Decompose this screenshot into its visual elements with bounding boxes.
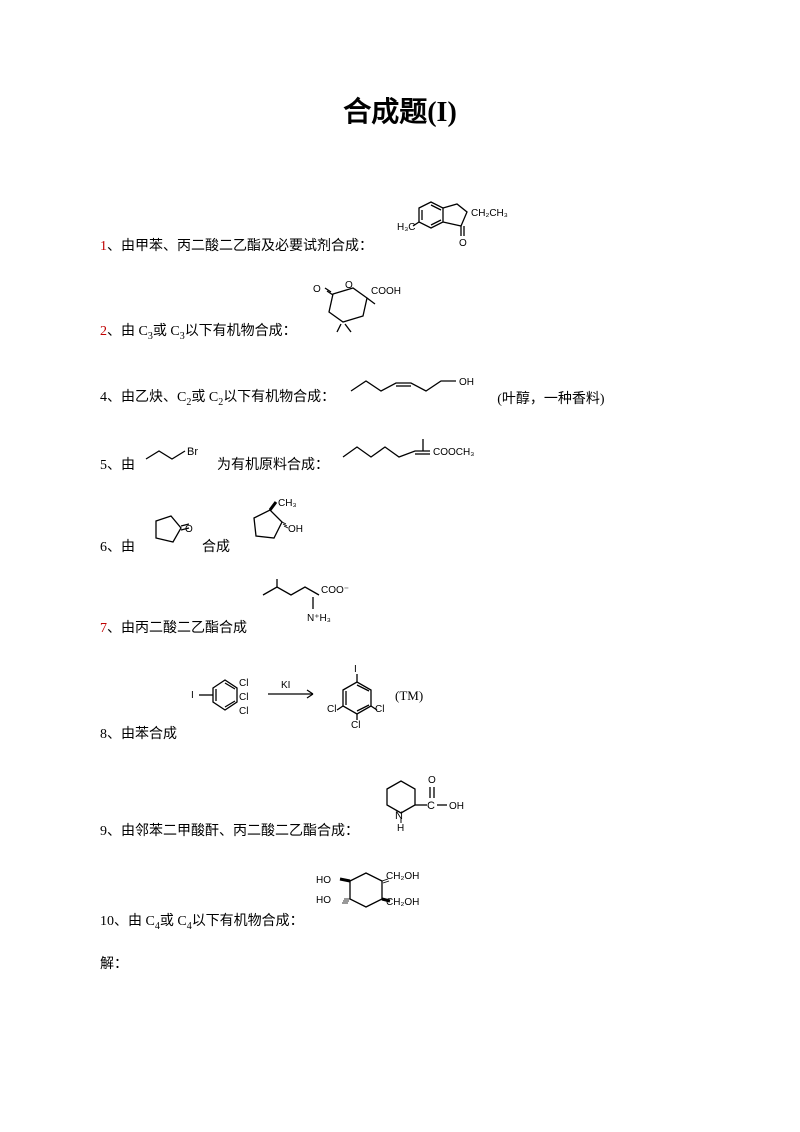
problem-9-num: 9 [100,824,107,839]
problem-6-num: 6 [100,540,107,555]
label-cl4: Cl [327,704,336,715]
label-cooch3: COOCH₃ [433,447,474,458]
problem-2-num: 2 [100,324,107,339]
label-o2: O [345,280,353,291]
label-br: Br [187,446,198,458]
label-ch3: CH₃ [278,498,297,509]
label-ho2: HO [316,895,331,906]
problem-2: 2、由 C3或 C3以下有机物合成： O O COOH [100,276,700,344]
solve-label: 解： [100,953,700,973]
page-title: 合成题(I) [100,90,700,130]
problem-6-text: 6、由 [100,537,135,559]
structure-8: I Cl Cl Cl KI I Cl Cl Cl (TM) [183,658,443,746]
label-cl1: Cl [239,678,248,689]
problem-4-tail: (叶醇，一种香料) [497,389,604,411]
problem-1: 1、由甲苯、丙二酸二乙酯及必要试剂合成： H₃C CH₂CH₃ O [100,190,700,258]
label-cl2: Cl [239,692,248,703]
problem-5-num: 5 [100,458,107,473]
problem-7-num: 7 [100,621,107,636]
problem-5-text: 5、由 [100,455,135,477]
problem-1-num: 1 [100,239,107,254]
label-nh3: N⁺H₃ [307,613,331,624]
label-ho1: HO [316,875,331,886]
problem-9: 9、由邻苯二甲酸酐、丙二酸二乙酯合成： N H C OH O [100,765,700,843]
label-o: O [428,775,436,786]
label-oh: OH [288,524,303,535]
problem-7-text: 7、由丙二酸二乙酯合成 [100,618,247,640]
problem-9-text: 9、由邻苯二甲酸酐、丙二酸二乙酯合成： [100,821,359,843]
problem-5: 5、由 Br 为有机原料合成： COOCH₃ [100,429,700,477]
structure-6a: O [141,506,196,559]
label-h3c: H₃C [397,222,416,233]
problem-6: 6、由 O 合成 CH₃ OH [100,496,700,559]
label-n: N [395,810,403,822]
label-oh: OH [449,801,464,812]
label-ki: KI [281,680,290,691]
label-cl3: Cl [239,706,248,717]
label-o: O [185,524,193,535]
problem-4: 4、由乙炔、C2或 C2以下有机物合成： OH (叶醇，一种香料) [100,363,700,411]
structure-5b: COOCH₃ [335,429,485,477]
label-ch2ch3: CH₂CH₃ [471,208,508,219]
problem-10-text: 10、由 C4或 C4以下有机物合成： [100,911,304,935]
structure-4: OH [341,363,491,411]
label-c: C [427,800,435,812]
structure-5a: Br [141,439,211,477]
structure-7: COO⁻ N⁺H₃ [253,577,363,640]
label-o1: O [313,284,321,295]
problem-4-text: 4、由乙炔、C2或 C2以下有机物合成： [100,387,335,411]
structure-1: H₃C CH₂CH₃ O [379,190,509,258]
problem-2-text: 2、由 C3或 C3以下有机物合成： [100,321,297,345]
problem-6-mid: 合成 [202,537,230,559]
problem-10: 10、由 C4或 C4以下有机物合成： HO HO CH₂OH CH₂OH [100,861,700,934]
structure-2: O O COOH [303,276,413,344]
structure-9: N H C OH O [365,765,485,843]
label-i2: I [354,664,357,675]
structure-10: HO HO CH₂OH CH₂OH [310,861,450,934]
problem-5-mid: 为有机原料合成： [217,455,329,477]
label-o: O [459,238,467,249]
label-i1: I [191,690,194,701]
label-oh: OH [459,377,474,388]
label-tm: (TM) [395,688,423,703]
problem-1-text: 1、由甲苯、丙二酸二乙酯及必要试剂合成： [100,236,373,258]
problem-8: 8、由苯合成 I Cl Cl Cl KI I [100,658,700,746]
label-ch2oh2: CH₂OH [386,897,419,908]
problem-10-num: 10 [100,914,114,929]
label-ch2oh1: CH₂OH [386,871,419,882]
problem-8-text: 8、由苯合成 [100,724,177,746]
label-cl6: Cl [351,720,360,731]
label-h: H [397,823,404,834]
problem-8-num: 8 [100,727,107,742]
label-coo: COO⁻ [321,585,349,596]
structure-6b: CH₃ OH [236,496,316,559]
problem-7: 7、由丙二酸二乙酯合成 COO⁻ N⁺H₃ [100,577,700,640]
label-cooh: COOH [371,286,401,297]
problem-4-num: 4 [100,390,107,405]
